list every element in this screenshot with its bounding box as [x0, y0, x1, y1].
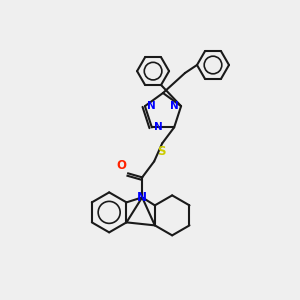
Text: O: O — [116, 159, 126, 172]
Text: N: N — [170, 101, 179, 111]
Text: S: S — [157, 146, 165, 158]
Text: N: N — [154, 122, 163, 132]
Text: N: N — [137, 191, 147, 204]
Text: N: N — [147, 101, 156, 111]
